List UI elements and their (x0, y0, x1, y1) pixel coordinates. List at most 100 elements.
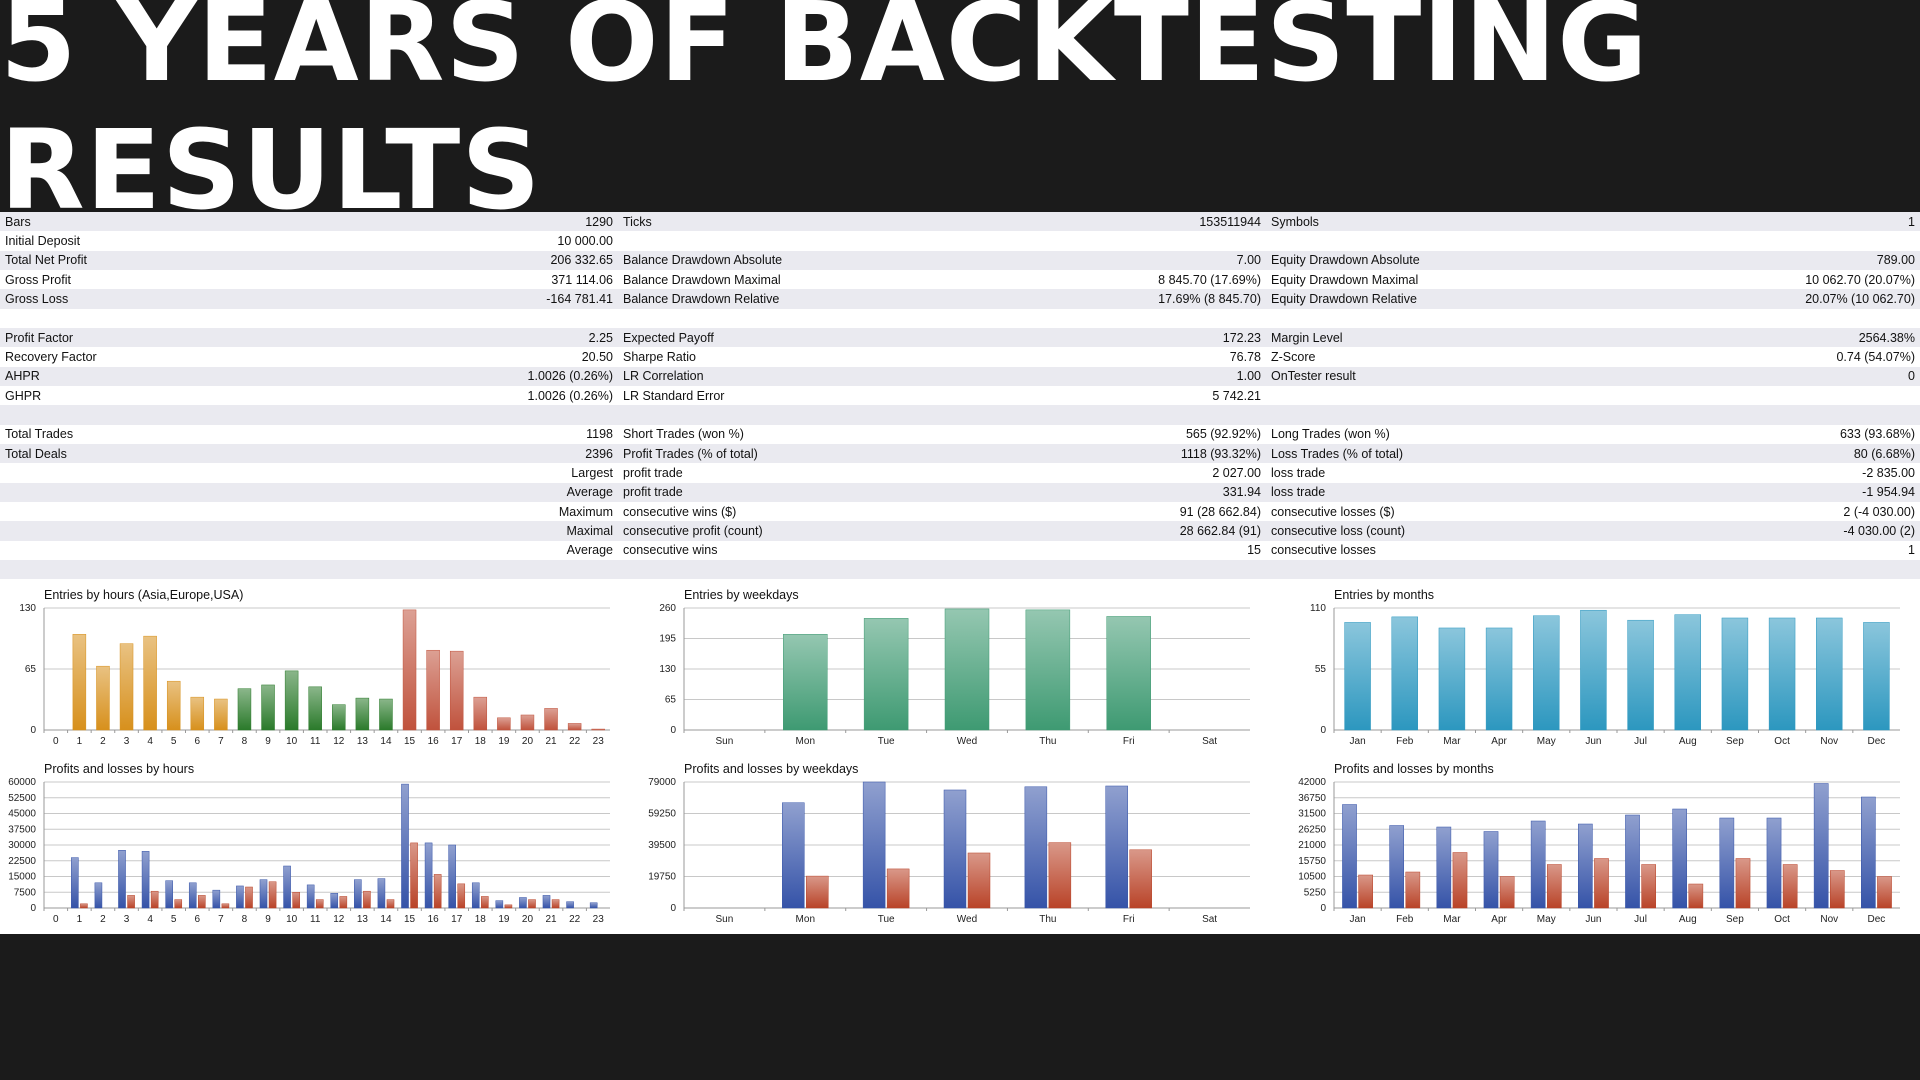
bar (236, 885, 244, 909)
chart-title: Profits and losses by months (1334, 762, 1494, 776)
stat-value: 91 (28 662.84) (948, 501, 1266, 522)
stat-label (1266, 308, 1596, 328)
stats-row: Average profit trade 331.94 loss trade -1 95… (0, 482, 1920, 502)
bar (96, 665, 110, 731)
bar (377, 878, 386, 909)
bar (292, 892, 300, 909)
stat-value: 371 114.06 (320, 269, 618, 290)
x-tick-label: 15 (404, 914, 416, 925)
x-tick-label: 19 (498, 736, 510, 747)
bar (1405, 871, 1421, 909)
bar (1048, 842, 1072, 909)
y-tick-label: 130 (19, 603, 36, 614)
bar (283, 865, 291, 909)
stat-value: 1118 (93.32%) (948, 443, 1266, 464)
x-tick-label: Mar (1443, 736, 1461, 747)
y-tick-label: 30000 (8, 840, 36, 851)
bar (212, 889, 221, 909)
x-tick-label: 13 (357, 914, 369, 925)
x-tick-label: Sun (716, 736, 734, 747)
bar (944, 608, 990, 731)
x-tick-label: 12 (333, 914, 345, 925)
x-tick-label: Mar (1443, 914, 1461, 925)
x-tick-label: 12 (333, 736, 345, 747)
stat-label: Equity Drawdown Absolute (1266, 250, 1596, 270)
chart-profits-losses-by-weekdays: Profits and losses by weekdays 0 19750 3950… (640, 754, 1280, 930)
bar (141, 851, 150, 909)
stat-label: LR Correlation (618, 366, 948, 386)
stat-value: 5 742.21 (948, 385, 1266, 406)
bar (457, 883, 466, 909)
x-tick-label: 0 (53, 914, 59, 925)
x-tick-label: 3 (124, 736, 130, 747)
stat-label: Sharpe Ratio (618, 347, 948, 367)
x-tick-label: Wed (957, 914, 977, 925)
x-tick-label: Fri (1123, 914, 1135, 925)
stat-value: 1 (1596, 540, 1920, 560)
bar (520, 714, 535, 731)
stat-label (618, 405, 948, 425)
x-tick-label: 13 (357, 736, 369, 747)
bar (308, 686, 322, 731)
chart-title: Entries by hours (Asia,Europe,USA) (44, 588, 244, 602)
stat-value: 7.00 (948, 250, 1266, 270)
stat-label: Balance Drawdown Relative (618, 289, 948, 309)
bar (495, 900, 504, 909)
stat-value: 76.78 (948, 347, 1266, 367)
stat-value: 1.0026 (0.26%) (320, 385, 618, 406)
bar (567, 723, 582, 731)
bar (1025, 609, 1071, 731)
stat-label: profit trade (618, 482, 948, 502)
bar (166, 680, 181, 731)
y-tick-label: 55 (1315, 664, 1327, 675)
stat-label: Gross Loss (0, 289, 320, 309)
stat-label (0, 501, 320, 522)
stat-label: Total Trades (0, 424, 320, 444)
stat-value (1596, 559, 1920, 580)
stat-label: Short Trades (won %) (618, 424, 948, 444)
x-tick-label: Sat (1202, 736, 1217, 747)
bar (72, 634, 87, 731)
stats-row: Maximal consecutive profit (count) 28 662.… (0, 521, 1920, 541)
chart-profits-losses-by-hours: Profits and losses by hours 0 7500 15000 225… (0, 754, 640, 930)
chart-title: Profits and losses by weekdays (684, 762, 859, 776)
x-tick-label: 23 (593, 914, 605, 925)
stat-label: GHPR (0, 385, 320, 406)
x-tick-label: 11 (310, 914, 321, 925)
stat-value: -2 835.00 (1596, 463, 1920, 483)
bar (363, 890, 371, 909)
y-tick-label: 0 (1320, 725, 1326, 736)
bar (1594, 858, 1609, 909)
x-tick-label: 4 (147, 736, 153, 747)
bar (1452, 852, 1468, 909)
x-tick-label: 5 (171, 736, 177, 747)
bar (473, 696, 488, 731)
x-tick-label: Aug (1679, 914, 1697, 925)
bar (1877, 876, 1892, 909)
bar (1863, 622, 1890, 731)
stat-value: 172.23 (948, 327, 1266, 348)
bar (1391, 616, 1418, 731)
x-tick-label: Nov (1820, 914, 1838, 925)
stat-label: Long Trades (won %) (1266, 424, 1596, 444)
stat-label (618, 231, 948, 251)
y-tick-label: 37500 (8, 824, 36, 835)
bar (1358, 874, 1373, 909)
stat-label (1266, 231, 1596, 251)
bar (259, 879, 268, 909)
bar (528, 899, 536, 909)
x-tick-label: Thu (1039, 736, 1056, 747)
chart-title: Entries by weekdays (684, 588, 799, 602)
y-tick-label: 19750 (648, 872, 676, 883)
x-tick-label: 8 (242, 736, 248, 747)
stat-value (320, 559, 618, 580)
x-tick-label: Dec (1868, 736, 1886, 747)
stat-value: 0.74 (54.07%) (1596, 347, 1920, 367)
x-tick-label: Sun (716, 914, 734, 925)
bar (542, 895, 551, 909)
stat-label (0, 540, 320, 560)
stat-value: -1 954.94 (1596, 482, 1920, 502)
y-tick-label: 22500 (8, 856, 36, 867)
bar (1688, 883, 1704, 909)
stat-label: Profit Trades (% of total) (618, 443, 948, 464)
